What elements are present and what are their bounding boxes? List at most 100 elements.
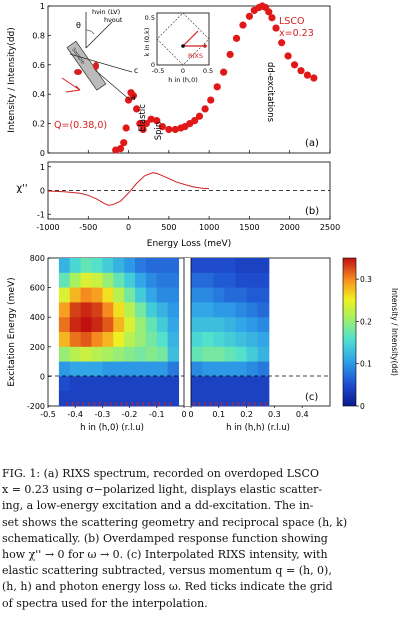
heatmap-cell [156,317,169,333]
heatmap-cell [124,391,136,407]
b-ytick-label: -1 [37,210,45,219]
hv-out-label: hνout [104,16,123,24]
heatmap-cell [113,287,125,303]
heatmap-cell [58,361,71,377]
heatmap-cell [235,391,248,407]
caption-line: ing, a low-energy excitation and a dd-ex… [2,499,314,513]
heatmap-cell [145,376,158,392]
heatmap-cell [58,376,71,392]
heatmap-cell [167,287,180,303]
c-xtick-label-left: -0.1 [149,410,165,419]
heatmap-hh [191,258,270,407]
heatmap-cell [246,332,259,348]
rixs-data-point [245,12,254,20]
panel-b-label: (b) [305,206,319,217]
a-ytick-label: 0 [40,149,45,158]
rixs-data-point [220,68,228,76]
rixs-data-point [207,96,215,104]
heatmap-cell [91,287,103,303]
heatmap-cell [145,258,158,274]
rixs-data-point [268,14,276,22]
elastic-label: Elastic [138,104,148,132]
heatmap-cell [102,272,114,289]
heatmap-cell [213,287,225,303]
heatmap-cell [202,361,214,377]
heatmap-cell [156,346,169,363]
heatmap-cell [257,302,270,318]
panel-c-xlabel-left: h in (h,0) (r.l.u) [80,423,144,433]
theta-arc [85,29,95,35]
grid-ticks [66,402,267,406]
heatmap-cell [124,376,136,392]
b-xtick-label: 2500 [320,223,340,232]
heatmap-cell [224,317,236,333]
c-ytick-label: 400 [30,313,45,322]
heatmap-cell [213,391,225,407]
caption-line: schematically. (b) Overdamped response f… [2,531,328,545]
panel-b: -1 0 1 -1000 -500 0 500 1000 1500 2000 2500 χ'' (… [16,161,340,249]
heatmap-cell [135,258,147,274]
heatmap-cell [145,287,158,303]
c-ytick-label: 600 [30,284,45,293]
heatmap-cell [167,272,180,289]
heatmap-cell [257,346,270,363]
heatmap-cell [91,361,103,377]
heatmap-cell [235,376,248,392]
rixs-data-point [226,50,234,59]
rixs-data-point [133,105,141,113]
heatmap-cell [58,391,71,407]
sample-label-line2: x=0.23 [279,28,314,39]
panel-c-label: (c) [305,392,318,403]
heatmap-cell [102,376,114,392]
heatmap-cell [58,258,71,274]
heatmap-cell [124,361,136,377]
heatmap-cell [80,391,93,407]
panel-b-response-curve [47,172,210,206]
inset-k-ytick-05: 0.5 [145,14,155,22]
heatmap-cell [167,332,180,348]
heatmap-cell [167,317,180,333]
spin-label: Spin [154,122,164,141]
heatmap-cell [246,287,259,303]
rixs-data-point [142,120,150,128]
heatmap-cell [135,302,147,318]
heatmap-cell [224,376,236,392]
heatmap-cell [102,332,114,348]
orbital-lobe-icon [93,62,99,70]
heatmap-cell [135,391,147,407]
heatmap-cell [145,302,158,318]
heatmap-cell [246,302,259,318]
heatmap-cell [246,346,259,363]
colorbar-label: Intensity / Intensity(dd) [390,288,399,376]
heatmap-cell [191,272,203,289]
heatmap-cell [224,361,236,377]
heatmap-cell [91,332,103,348]
heatmap-cell [91,258,103,274]
panel-b-x-ticks: -1000 -500 0 500 1000 1500 2000 2500 [36,216,340,232]
heatmap-cell [58,317,71,333]
rixs-data-point [147,115,155,123]
panel-b-ylabel: χ'' [16,183,27,194]
a-ytick-label: 0.4 [32,90,45,99]
heatmap-cell [224,258,236,274]
rixs-data-point [191,117,199,125]
heatmap-cell [69,361,82,377]
heatmap-cell [102,302,114,318]
heatmap-cell [135,332,147,348]
heatmap-cell [113,272,125,289]
heatmap-cell [80,376,93,392]
c-xtick-label-right: 0 [188,410,193,419]
heatmap-cell [145,361,158,377]
b-ytick-label: 1 [40,163,45,172]
rixs-data-point [290,61,299,69]
heatmap-cell [191,317,203,333]
colorbar-tick-label: 0.2 [360,317,372,326]
heatmap-cell [235,258,248,274]
rixs-data-point [136,120,144,128]
heatmap-cell [102,346,114,363]
heatmap-cell [135,287,147,303]
c-xtick-label-right: 0.1 [212,410,225,419]
heatmap-cell [156,302,169,318]
rixs-data-point [171,125,179,134]
heatmap-cell [69,317,82,333]
